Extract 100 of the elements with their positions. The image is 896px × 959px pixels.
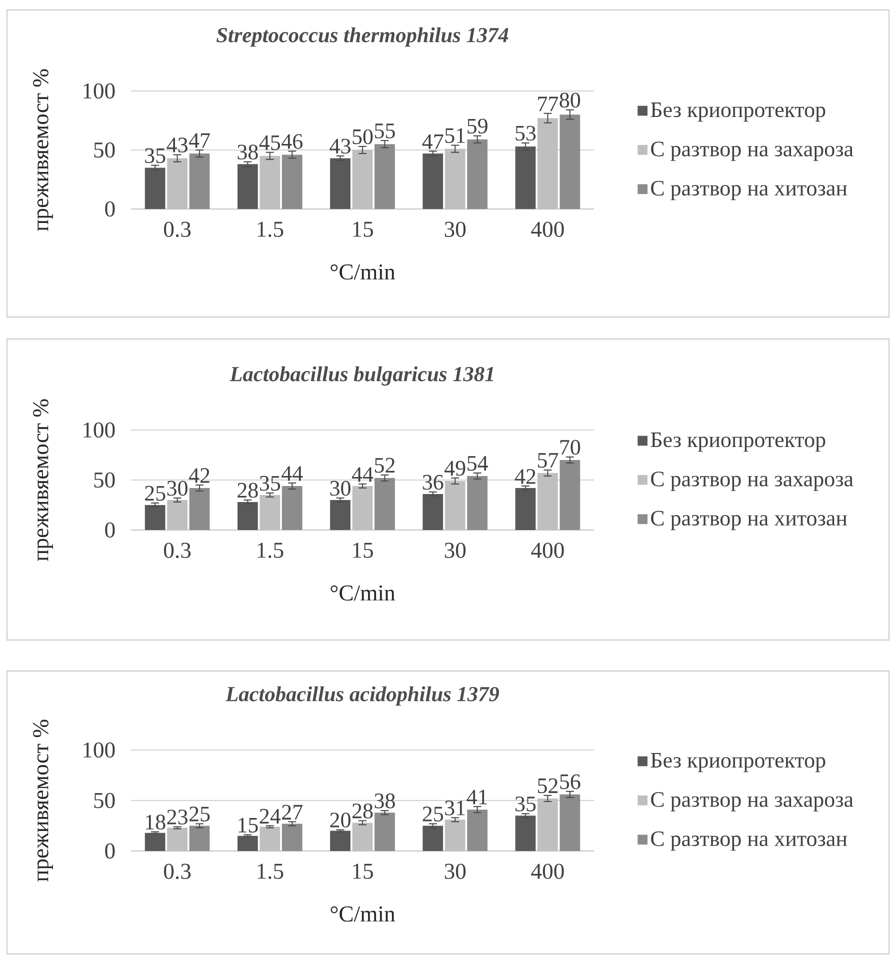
x-tick-label: 30 [444, 542, 466, 558]
chart-title: Lactobacillus bulgaricus 1381 [230, 366, 494, 386]
bar [560, 794, 580, 851]
y-tick-label: 50 [94, 472, 115, 488]
bar [282, 154, 302, 209]
bar [422, 154, 444, 209]
bar [189, 488, 210, 530]
data-label: 59 [468, 118, 488, 134]
data-label: 28 [238, 482, 258, 498]
x-axis-title: °C/min [330, 264, 396, 280]
legend-label: С разтвор на захароза [651, 142, 854, 161]
bar [237, 164, 258, 209]
bar [467, 810, 488, 851]
legend-label: С разтвор на хитозан [651, 831, 847, 851]
bar [282, 824, 302, 851]
data-label: 47 [188, 133, 210, 148]
y-axis-title: преживяемост % [33, 720, 53, 882]
bar [330, 158, 350, 209]
bar [352, 486, 373, 530]
bar [560, 460, 580, 530]
y-tick-label: 50 [94, 792, 115, 808]
data-label: 44 [352, 467, 374, 482]
data-label: 49 [444, 460, 466, 476]
bar [374, 144, 395, 209]
data-label: 38 [238, 144, 258, 160]
data-label: 41 [466, 790, 488, 804]
bar [374, 478, 395, 530]
data-label: 42 [188, 468, 210, 483]
data-label: 43 [166, 138, 188, 152]
data-label: 55 [375, 124, 395, 138]
bar [189, 826, 210, 851]
legend-label: Без криопротектор [650, 102, 826, 122]
bar [352, 150, 373, 209]
bar [260, 494, 280, 530]
bar [330, 830, 350, 851]
y-tick-label: 100 [84, 742, 115, 758]
y-tick-label: 0 [105, 522, 115, 538]
data-label: 23 [167, 810, 188, 824]
data-label: 15 [238, 818, 258, 833]
bar [260, 826, 280, 851]
data-label: 42 [514, 469, 536, 484]
data-label: 35 [516, 796, 536, 812]
x-tick-label: 15 [353, 542, 373, 558]
x-tick-label: 0.3 [164, 542, 191, 558]
bar [515, 488, 536, 530]
chart-title: Streptococcus thermophilus 1374 [216, 27, 508, 47]
bar [444, 820, 466, 851]
data-label: 31 [445, 800, 465, 816]
data-label: 43 [330, 138, 350, 154]
bar [144, 832, 166, 851]
bar [260, 156, 280, 209]
y-axis-title: преживяемост % [33, 69, 53, 232]
data-label: 44 [282, 466, 303, 481]
data-label: 57 [538, 453, 558, 468]
legend-label: С разтвор на захароза [651, 472, 854, 491]
legend-label: С разтвор на захароза [651, 792, 854, 812]
y-tick-label: 0 [105, 843, 115, 859]
x-tick-label: 15 [353, 864, 373, 879]
x-tick-label: 400 [531, 542, 564, 558]
bar [422, 494, 444, 530]
bar [330, 500, 350, 530]
data-label: 46 [282, 134, 302, 149]
data-label: 36 [422, 474, 444, 490]
bar [538, 798, 558, 851]
x-tick-label: 0.3 [164, 222, 191, 238]
x-tick-label: 1.5 [258, 222, 284, 237]
x-tick-label: 30 [444, 222, 466, 238]
x-tick-label: 400 [531, 864, 564, 880]
data-label: 54 [468, 456, 488, 471]
bar [560, 114, 580, 209]
data-label: 38 [374, 793, 395, 808]
data-label: 30 [330, 480, 350, 496]
bar [282, 486, 302, 530]
x-axis-title: °C/min [330, 906, 396, 922]
bar [538, 472, 558, 530]
bar [467, 139, 488, 209]
data-label: 25 [189, 806, 210, 822]
data-label: 77 [538, 96, 558, 112]
data-label: 28 [352, 804, 373, 818]
x-tick-label: 0.3 [164, 864, 191, 880]
x-tick-label: 15 [353, 222, 373, 237]
data-label: 35 [260, 476, 280, 491]
bar [167, 828, 188, 851]
bar [167, 500, 188, 530]
data-label: 35 [145, 148, 166, 164]
x-tick-label: 1.5 [258, 542, 284, 558]
data-label: 27 [282, 804, 302, 820]
data-label: 56 [560, 774, 580, 790]
chart-title: Lactobacillus acidophilus 1379 [225, 686, 500, 706]
legend-label: С разтвор на хитозан [651, 180, 847, 200]
data-label: 45 [259, 135, 280, 150]
y-tick-label: 0 [105, 201, 115, 217]
bar [144, 168, 166, 209]
bar [444, 480, 466, 530]
bar [352, 822, 373, 851]
bar [422, 826, 444, 851]
data-label: 47 [422, 134, 444, 149]
bar [467, 476, 488, 530]
bar [144, 504, 166, 530]
data-label: 18 [146, 814, 166, 830]
